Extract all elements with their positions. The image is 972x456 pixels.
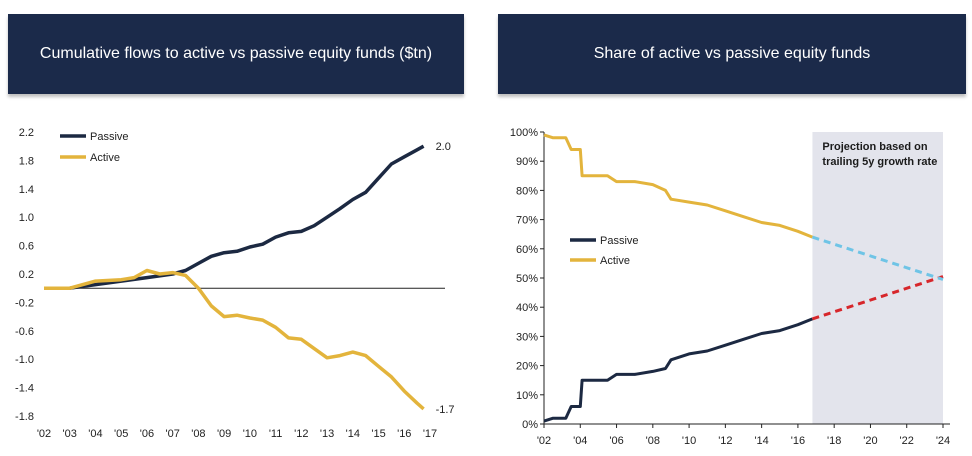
series-line-passive bbox=[543, 317, 813, 423]
projection-annotation-line: trailing 5y growth rate bbox=[822, 156, 937, 168]
x-tick-label: '22 bbox=[900, 435, 914, 447]
x-tick-label: '02 bbox=[537, 435, 551, 447]
x-tick-label: '02 bbox=[37, 428, 51, 440]
x-tick-label: '14 bbox=[754, 435, 768, 447]
y-tick-label: 30% bbox=[516, 331, 538, 343]
x-tick-label: '04 bbox=[573, 435, 587, 447]
x-tick-label: '13 bbox=[320, 428, 334, 440]
panel-left-title: Cumulative flows to active vs passive eq… bbox=[8, 14, 464, 94]
x-tick-label: '12 bbox=[294, 428, 308, 440]
series-line-active-projection bbox=[811, 235, 944, 281]
x-tick-label: '05 bbox=[114, 428, 128, 440]
x-tick-label: '06 bbox=[609, 435, 623, 447]
y-tick-label: -1.4 bbox=[15, 383, 34, 395]
series-line-active bbox=[543, 133, 813, 239]
projection-shaded-region bbox=[812, 132, 943, 424]
legend-label-passive: Passive bbox=[600, 235, 639, 247]
x-tick-label: '10 bbox=[682, 435, 696, 447]
x-tick-label: '15 bbox=[371, 428, 385, 440]
x-tick-label: '11 bbox=[269, 428, 283, 440]
x-tick-label: '07 bbox=[165, 428, 179, 440]
y-tick-label: 20% bbox=[516, 361, 538, 373]
y-tick-label: -0.6 bbox=[15, 326, 34, 338]
y-tick-label: 60% bbox=[516, 244, 538, 256]
x-tick-label: '04 bbox=[88, 428, 102, 440]
x-tick-label: '03 bbox=[63, 428, 77, 440]
y-tick-label: 1.8 bbox=[19, 155, 34, 167]
y-tick-label: 10% bbox=[516, 390, 538, 402]
y-tick-label: 0% bbox=[522, 419, 538, 431]
panel-right-title: Share of active vs passive equity funds bbox=[498, 14, 966, 94]
y-tick-label: 50% bbox=[516, 273, 538, 285]
series-line-passive-projection bbox=[811, 275, 944, 321]
x-tick-label: '16 bbox=[791, 435, 805, 447]
y-tick-label: 0.6 bbox=[19, 241, 34, 253]
legend-label-passive: Passive bbox=[90, 131, 129, 143]
y-tick-label: -1.8 bbox=[15, 411, 34, 423]
x-tick-label: '12 bbox=[718, 435, 732, 447]
y-tick-label: -1.0 bbox=[15, 354, 34, 366]
y-tick-label: 40% bbox=[516, 302, 538, 314]
y-tick-label: 90% bbox=[516, 156, 538, 168]
y-tick-label: 80% bbox=[516, 185, 538, 197]
x-tick-label: '20 bbox=[863, 435, 877, 447]
x-tick-label: '10 bbox=[243, 428, 257, 440]
legend-label-active: Active bbox=[90, 152, 120, 164]
legend-label-active: Active bbox=[600, 255, 630, 267]
x-tick-label: '08 bbox=[191, 428, 205, 440]
y-tick-label: 0.2 bbox=[19, 269, 34, 281]
series-line-passive bbox=[44, 144, 425, 290]
x-tick-label: '14 bbox=[346, 428, 360, 440]
x-tick-label: '08 bbox=[646, 435, 660, 447]
series-line-active bbox=[44, 268, 425, 411]
end-value-label-passive: 2.0 bbox=[436, 141, 451, 153]
x-tick-label: '24 bbox=[936, 435, 950, 447]
y-tick-label: 100% bbox=[510, 127, 538, 139]
x-tick-label: '16 bbox=[397, 428, 411, 440]
y-tick-label: 70% bbox=[516, 215, 538, 227]
x-tick-label: '09 bbox=[217, 428, 231, 440]
x-tick-label: '18 bbox=[827, 435, 841, 447]
y-tick-label: 1.0 bbox=[19, 212, 34, 224]
projection-annotation-line: Projection based on bbox=[822, 141, 927, 153]
y-tick-label: -0.2 bbox=[15, 297, 34, 309]
end-value-label-active: -1.7 bbox=[436, 404, 455, 416]
y-tick-label: 2.2 bbox=[19, 127, 34, 139]
y-tick-label: 1.4 bbox=[19, 184, 34, 196]
x-tick-label: '17 bbox=[423, 428, 437, 440]
x-tick-label: '06 bbox=[140, 428, 154, 440]
